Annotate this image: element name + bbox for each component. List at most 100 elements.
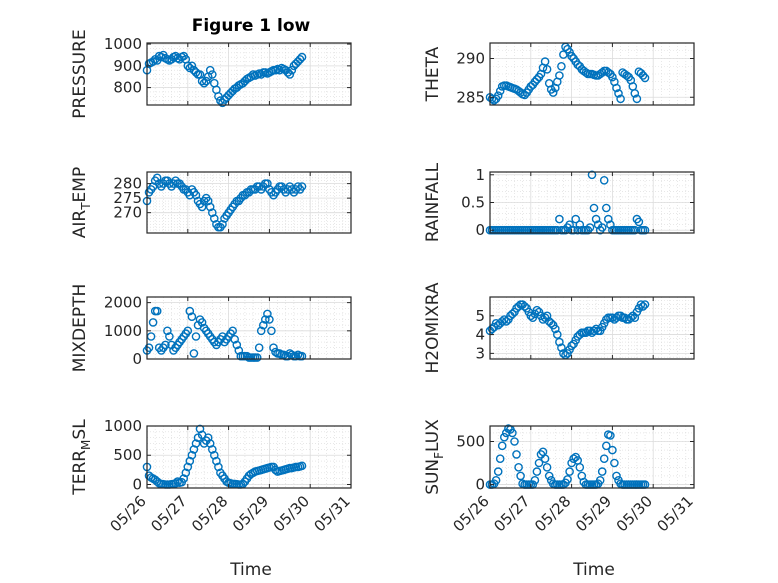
data-point	[179, 474, 188, 483]
y-axis-label-part: SL	[70, 419, 90, 440]
y-tick-label: 290	[456, 50, 485, 68]
data-point	[148, 57, 158, 66]
data-point	[148, 318, 158, 327]
data-point	[569, 454, 578, 464]
data-point	[512, 450, 521, 459]
data-point	[287, 65, 297, 75]
data-point	[640, 73, 650, 83]
data-point	[526, 311, 536, 321]
data-point	[530, 475, 540, 485]
data-point	[491, 475, 501, 485]
y-axis-label-part: LUX	[423, 419, 443, 452]
data-point	[207, 208, 217, 217]
data-point	[585, 223, 595, 232]
series-air_temp	[142, 173, 307, 232]
data-point	[187, 61, 197, 71]
data-point	[297, 52, 307, 62]
data-point	[163, 326, 172, 336]
data-point	[532, 467, 542, 476]
data-point	[152, 173, 162, 183]
y-axis-label-part: AIR	[70, 210, 90, 239]
y-tick-label: 1000	[104, 322, 142, 340]
data-point	[604, 214, 613, 224]
data-point	[203, 196, 213, 206]
y-tick-label: 270	[113, 204, 142, 222]
data-point	[630, 313, 640, 323]
data-point	[254, 343, 264, 353]
data-point	[638, 71, 648, 80]
axes-frame	[489, 42, 695, 106]
data-point	[191, 332, 201, 341]
series-pressure	[142, 50, 307, 108]
subplot-pressure: 800 900 1000 PRESSURE	[70, 29, 352, 119]
data-point	[297, 351, 307, 361]
data-point	[499, 315, 509, 324]
data-point	[612, 313, 621, 323]
y-tick-label: 2000	[104, 294, 142, 312]
data-point	[575, 220, 585, 229]
data-point	[567, 51, 576, 61]
y-tick-label: 0	[475, 221, 485, 239]
data-point	[508, 428, 517, 438]
data-point	[581, 328, 591, 338]
plot-area	[147, 297, 351, 359]
data-point	[161, 340, 170, 350]
data-point	[569, 225, 578, 235]
data-point	[212, 456, 221, 466]
data-point	[295, 55, 305, 64]
data-point	[589, 326, 599, 336]
data-point	[553, 330, 562, 339]
data-point	[540, 454, 550, 464]
data-point	[197, 202, 207, 212]
data-point	[630, 225, 640, 235]
y-tick-label: 275	[113, 189, 142, 207]
data-point	[191, 190, 201, 200]
data-point	[263, 179, 272, 188]
data-point	[183, 61, 193, 71]
data-point	[626, 313, 636, 323]
y-axis-label: SUNFLUX	[423, 419, 446, 495]
data-point	[207, 445, 217, 454]
y-tick-label: 3	[475, 344, 485, 362]
subplot-h2omixra: 345 H2OMIXRA	[423, 282, 695, 374]
data-point	[548, 88, 558, 97]
data-point	[228, 326, 237, 336]
y-axis-label-part: TERR	[70, 450, 90, 496]
data-point	[542, 462, 552, 472]
data-point	[144, 343, 154, 353]
data-point	[263, 309, 272, 319]
data-point	[599, 175, 609, 185]
data-point	[258, 320, 268, 330]
y-axis-label: TERRMSL	[70, 419, 93, 496]
data-point	[610, 458, 619, 468]
series-h2omixra	[485, 300, 650, 360]
figure-title: Figure 1 low	[192, 16, 311, 36]
data-point	[597, 223, 607, 232]
data-point	[532, 75, 542, 84]
data-point	[620, 313, 629, 323]
data-point	[591, 214, 601, 224]
data-point	[232, 340, 242, 350]
data-point	[269, 343, 278, 353]
data-point	[546, 318, 556, 328]
data-point	[567, 341, 576, 351]
data-point	[279, 350, 289, 360]
y-axis-label: THETA	[423, 46, 443, 102]
data-point	[275, 65, 284, 75]
data-point	[499, 432, 509, 442]
data-point	[534, 458, 544, 468]
y-tick-label: 1000	[104, 35, 142, 53]
data-point	[287, 350, 297, 360]
data-point	[187, 450, 197, 460]
data-point	[589, 203, 599, 213]
data-point	[516, 88, 525, 97]
data-point	[185, 63, 195, 73]
axes-frame	[146, 171, 352, 234]
data-point	[597, 467, 607, 476]
data-point	[602, 203, 611, 213]
y-axis-label-part: EMP	[70, 167, 90, 203]
y-tick-label: 900	[113, 57, 142, 75]
data-point	[191, 439, 201, 448]
data-point	[197, 76, 207, 86]
